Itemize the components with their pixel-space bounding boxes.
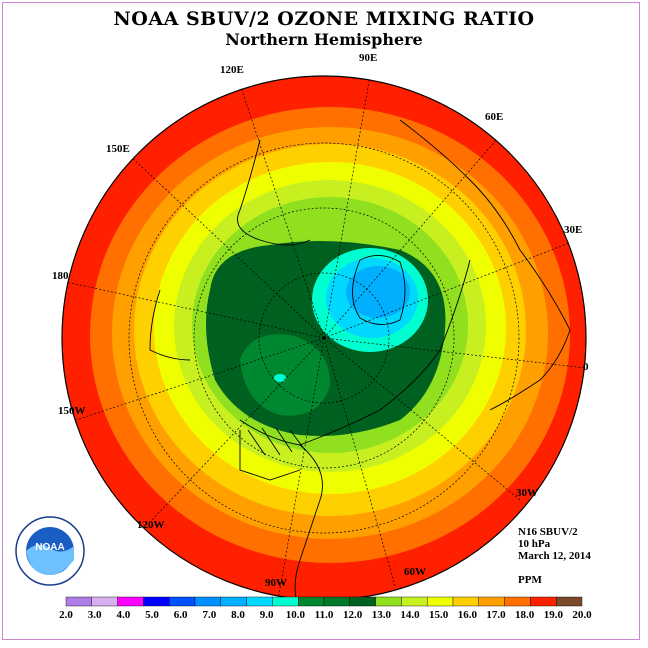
colorbar-tick-label: 7.0 — [202, 609, 216, 621]
colorbar-swatch — [168, 596, 196, 607]
colorbar-swatch — [298, 596, 325, 607]
colorbar-swatch — [194, 596, 221, 607]
colorbar-tick-label: 4.0 — [116, 609, 130, 621]
colorbar-swatch — [427, 596, 454, 607]
colorbar-swatch — [65, 596, 92, 607]
colorbar-tick-label: 9.0 — [260, 609, 274, 621]
colorbar-tick-label: 20.0 — [572, 609, 592, 621]
colorbar-swatch — [117, 596, 144, 607]
colorbar-swatch — [452, 596, 479, 607]
colorbar-swatch — [349, 596, 376, 607]
colorbar-swatch — [375, 596, 402, 607]
colorbar-swatch — [401, 596, 428, 607]
lon-label-120e: 120E — [220, 64, 244, 76]
lon-label-60e: 60E — [485, 111, 503, 123]
satellite-label: N16 SBUV/2 — [518, 526, 578, 538]
band-11 — [240, 334, 330, 416]
colorbar-tick-label: 16.0 — [458, 609, 478, 621]
coastlines — [149, 119, 571, 600]
colorbar-swatch — [504, 596, 531, 607]
colorbar-swatch — [220, 596, 247, 607]
lon-label-90e: 90E — [359, 52, 377, 64]
colorbar-tick-label: 18.0 — [515, 609, 535, 621]
colorbar-tick-label: 17.0 — [486, 609, 506, 621]
colorbar-tick-label: 2.0 — [59, 609, 73, 621]
date-label: March 12, 2014 — [518, 550, 591, 562]
noaa-logo-text: NOAA — [35, 542, 64, 553]
lon-label-150w: 150W — [58, 405, 86, 417]
colorbar: 2.0 3.0 4.0 5.0 6.0 7.0 8.0 9.0 10.0 11.0 12.0 13.0… — [59, 596, 592, 621]
band-10-spot — [274, 374, 286, 382]
colorbar-tick-label: 15.0 — [429, 609, 449, 621]
colorbar-tick-label: 14.0 — [400, 609, 420, 621]
map-subtitle: Northern Hemisphere — [225, 30, 423, 49]
colorbar-tick-label: 19.0 — [544, 609, 564, 621]
lon-label-120w: 120W — [137, 519, 165, 531]
meridians — [65, 76, 586, 600]
colorbar-swatch — [91, 596, 118, 607]
brown-region — [62, 76, 130, 140]
lon-label-90w: 90W — [265, 577, 287, 589]
band-8 — [346, 266, 410, 318]
colorbar-tick-label: 5.0 — [145, 609, 159, 621]
colorbar-swatch — [323, 596, 350, 607]
colorbar-tick-label: 11.0 — [315, 609, 334, 621]
colorbar-swatch — [272, 596, 299, 607]
colorbar-tick-label: 13.0 — [372, 609, 392, 621]
noaa-logo: NOAA — [15, 516, 85, 586]
ozone-field — [62, 76, 586, 600]
figure-frame — [2, 2, 640, 640]
lon-label-60w: 60W — [404, 566, 426, 578]
colorbar-tick-label: 10.0 — [286, 609, 306, 621]
lon-label-180: 180 — [52, 270, 69, 282]
pressure-level: 10 hPa — [518, 538, 551, 550]
units-label: PPM — [518, 574, 542, 586]
colorbar-tick-label: 3.0 — [88, 609, 102, 621]
colorbar-tick-label: 6.0 — [174, 609, 188, 621]
colorbar-swatch — [478, 596, 505, 607]
colorbar-tick-label: 8.0 — [231, 609, 245, 621]
latitude-circles — [128, 142, 520, 534]
lon-label-150e: 150E — [106, 143, 130, 155]
colorbar-swatch — [143, 596, 170, 607]
colorbar-tick-label: 12.0 — [343, 609, 363, 621]
map-title: NOAA SBUV/2 OZONE MIXING RATIO — [113, 8, 535, 30]
colorbar-swatch — [246, 596, 273, 607]
colorbar-swatch — [530, 596, 557, 607]
lon-label-30e: 30E — [564, 224, 582, 236]
colorbar-swatch — [556, 596, 583, 607]
lon-label-0: 0 — [583, 361, 589, 373]
lon-label-30w: 30W — [516, 487, 538, 499]
